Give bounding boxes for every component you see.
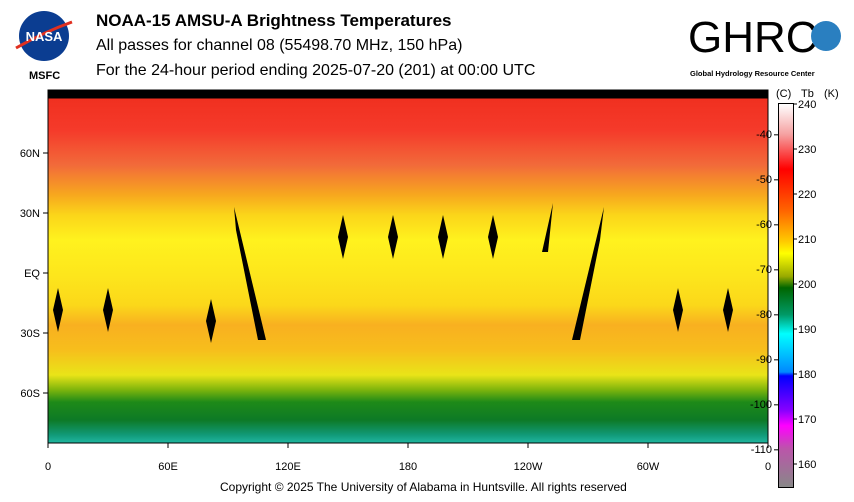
nasa-logo-text: NASA xyxy=(26,29,63,44)
nasa-logo: NASA xyxy=(15,11,73,61)
subtitle-channel: All passes for channel 08 (55498.70 MHz,… xyxy=(96,37,463,54)
colorbar-label-k: (K) xyxy=(824,88,839,100)
y-tick-label: 60S xyxy=(20,388,40,400)
data-gap xyxy=(572,207,604,340)
colorbar-c-label: -40 xyxy=(756,129,772,141)
colorbar-k-label: 160 xyxy=(798,459,816,471)
data-gap xyxy=(53,288,63,332)
data-gap xyxy=(206,299,216,343)
ghrc-logo: GHRC Global Hydrology Resource Center xyxy=(688,13,841,78)
data-gap xyxy=(542,203,553,252)
colorbar xyxy=(778,103,794,488)
colorbar-k-label: 240 xyxy=(798,99,816,111)
ghrc-logo-text: GHRC xyxy=(688,13,818,62)
y-tick-label: 60N xyxy=(20,148,40,160)
colorbar-c-label: -70 xyxy=(756,264,772,276)
y-tick-label: 30N xyxy=(20,208,40,220)
x-tick-label: 60W xyxy=(637,461,660,473)
colorbar-c-label: -80 xyxy=(756,309,772,321)
data-gap xyxy=(438,215,448,259)
brightness-temperature-map xyxy=(48,90,768,443)
y-tick-label: EQ xyxy=(24,268,40,280)
data-gap xyxy=(673,288,683,332)
colorbar-c-label: -50 xyxy=(756,174,772,186)
x-tick-label: 180 xyxy=(399,461,417,473)
data-gap xyxy=(338,215,348,259)
data-gap xyxy=(488,215,498,259)
data-gap xyxy=(234,207,266,340)
x-tick-label: 120E xyxy=(275,461,301,473)
colorbar-label-c: (C) xyxy=(776,88,791,100)
colorbar-k-label: 200 xyxy=(798,279,816,291)
x-tick-label: 120W xyxy=(514,461,543,473)
msfc-label: MSFC xyxy=(29,70,61,82)
x-tick-label: 0 xyxy=(45,461,51,473)
colorbar-label-tb: Tb xyxy=(801,88,814,100)
colorbar-k-label: 170 xyxy=(798,414,816,426)
colorbar-k-label: 180 xyxy=(798,369,816,381)
colorbar-k-label: 220 xyxy=(798,189,816,201)
data-gap xyxy=(723,288,733,332)
page-title: NOAA-15 AMSU-A Brightness Temperatures xyxy=(96,11,452,30)
colorbar-c-label: -90 xyxy=(756,354,772,366)
data-gap xyxy=(103,288,113,332)
colorbar-c-label: -100 xyxy=(750,399,772,411)
copyright: Copyright © 2025 The University of Alaba… xyxy=(220,480,627,494)
ghrc-name: Global Hydrology Resource Center xyxy=(690,69,815,78)
colorbar-c-label: -110 xyxy=(751,444,772,456)
y-tick-label: 30S xyxy=(20,328,40,340)
map-frame xyxy=(47,89,769,444)
colorbar-c-label: -60 xyxy=(756,219,772,231)
colorbar-k-label: 210 xyxy=(798,234,816,246)
subtitle-period: For the 24-hour period ending 2025-07-20… xyxy=(96,62,536,79)
colorbar-k-label: 190 xyxy=(798,324,816,336)
colorbar-k-label: 230 xyxy=(798,144,816,156)
x-tick-label: 60E xyxy=(158,461,178,473)
data-gap xyxy=(388,215,398,259)
x-tick-label: 0 xyxy=(765,461,771,473)
